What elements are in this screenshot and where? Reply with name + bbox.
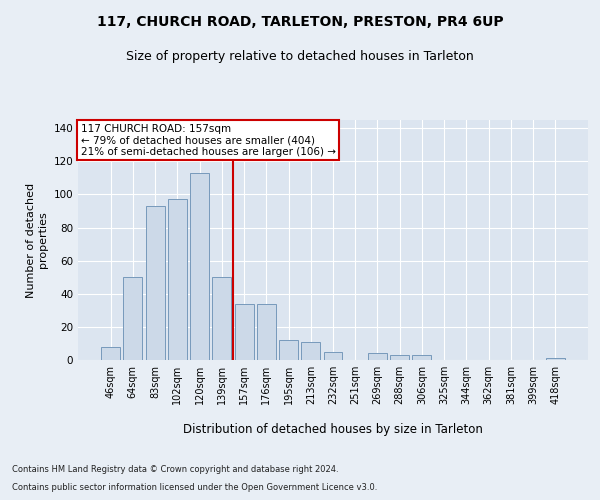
Bar [168, 200, 187, 360]
Bar [301, 342, 320, 360]
Bar [212, 277, 231, 360]
Bar [323, 352, 343, 360]
Text: Size of property relative to detached houses in Tarleton: Size of property relative to detached ho… [126, 50, 474, 63]
Text: Distribution of detached houses by size in Tarleton: Distribution of detached houses by size … [183, 422, 483, 436]
Bar [190, 173, 209, 360]
Bar [146, 206, 164, 360]
Text: Contains public sector information licensed under the Open Government Licence v3: Contains public sector information licen… [12, 482, 377, 492]
Text: Contains HM Land Registry data © Crown copyright and database right 2024.: Contains HM Land Registry data © Crown c… [12, 465, 338, 474]
Bar [279, 340, 298, 360]
Bar [412, 355, 431, 360]
Bar [101, 347, 120, 360]
Bar [390, 355, 409, 360]
Bar [257, 304, 276, 360]
Bar [124, 277, 142, 360]
Text: 117 CHURCH ROAD: 157sqm
← 79% of detached houses are smaller (404)
21% of semi-d: 117 CHURCH ROAD: 157sqm ← 79% of detache… [80, 124, 335, 157]
Y-axis label: Number of detached
properties: Number of detached properties [26, 182, 48, 298]
Bar [368, 354, 387, 360]
Text: 117, CHURCH ROAD, TARLETON, PRESTON, PR4 6UP: 117, CHURCH ROAD, TARLETON, PRESTON, PR4… [97, 15, 503, 29]
Bar [546, 358, 565, 360]
Bar [235, 304, 254, 360]
